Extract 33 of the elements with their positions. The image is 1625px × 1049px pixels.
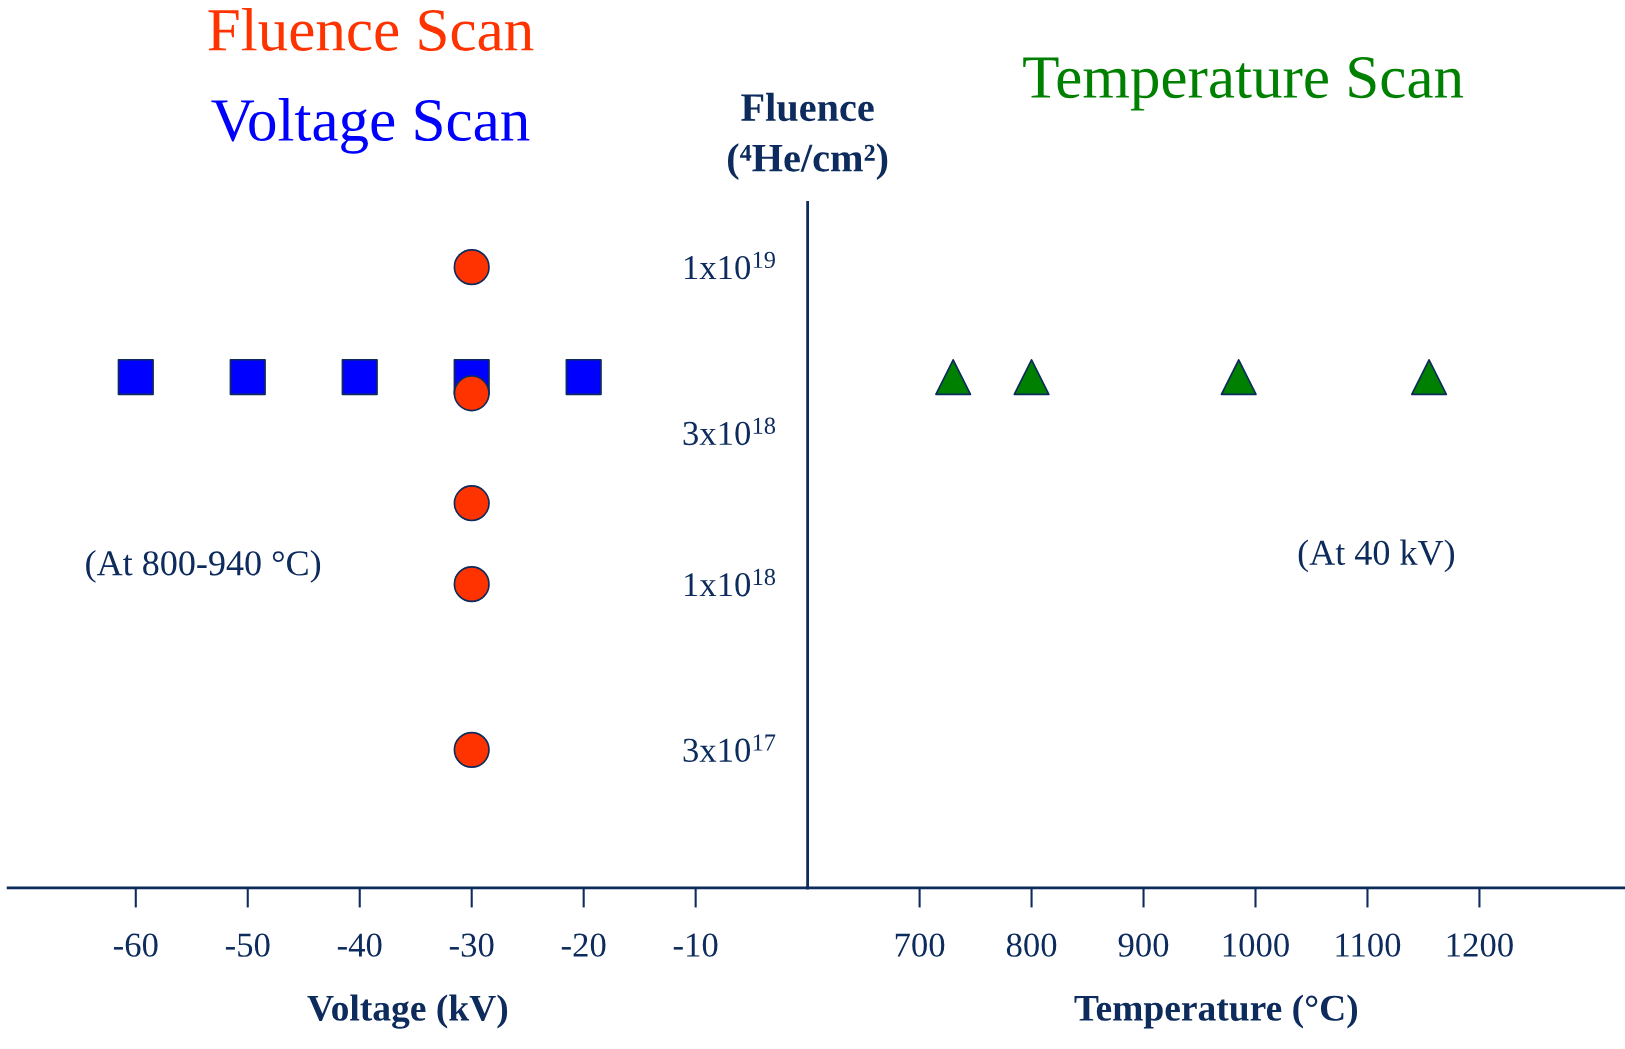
x-axis-title: Temperature (°C)	[1074, 994, 1358, 1029]
x-tick-label: -30	[449, 933, 494, 957]
annotation: (At 40 kV)	[1298, 539, 1455, 573]
y-axis-title: Fluence (⁴He/cm²)	[727, 92, 888, 180]
y-tick-label: 1x10$^{18}$	[684, 568, 776, 597]
x-tick-label: 700	[895, 933, 945, 957]
x-tick-label: -40	[337, 933, 382, 957]
text: Fluence Scan	[208, 7, 534, 51]
x-tick-label: 900	[1118, 933, 1169, 957]
x-axis-title: Voltage (kV)	[307, 994, 508, 1029]
x-tick-label: 1000	[1223, 933, 1289, 957]
y-tick-label: 1x10$^{19}$	[684, 251, 775, 280]
point	[453, 249, 490, 286]
point	[453, 731, 490, 768]
y-tick-label: 3x10$^{18}$	[683, 417, 776, 446]
text: Voltage Scan	[211, 98, 530, 154]
point	[565, 358, 602, 396]
point	[341, 358, 378, 396]
point	[117, 358, 154, 396]
x-tick-label: 800	[1006, 933, 1057, 957]
x-tick-label: -50	[225, 933, 270, 957]
point	[453, 485, 490, 522]
y-tick-label: 3x10$^{17}$	[683, 734, 776, 763]
x-tick-label: 1100	[1336, 933, 1401, 957]
point	[229, 358, 266, 396]
point	[453, 375, 490, 412]
text: Temperature Scan	[1023, 57, 1464, 111]
point	[453, 566, 490, 603]
annotation: (At 800-940 °C)	[86, 550, 321, 583]
x-tick-label: 1200	[1447, 933, 1513, 957]
x-tick-label: -10	[673, 933, 718, 957]
x-tick-label: -60	[113, 933, 158, 957]
x-tick-label: -20	[561, 933, 606, 957]
